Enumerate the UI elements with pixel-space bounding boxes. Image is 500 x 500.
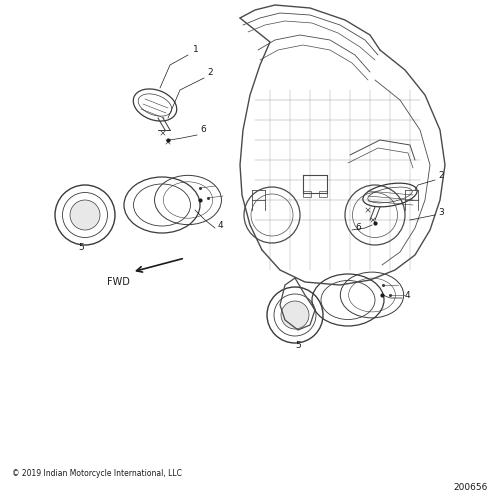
Text: 6: 6 [200, 125, 206, 134]
Text: © 2019 Indian Motorcycle International, LLC: © 2019 Indian Motorcycle International, … [12, 469, 182, 478]
Text: 4: 4 [218, 221, 224, 230]
Bar [303, 191, 311, 197]
Circle shape [70, 200, 100, 230]
Bar [319, 191, 327, 197]
Text: FWD: FWD [107, 277, 130, 287]
Circle shape [281, 301, 309, 329]
Text: 4: 4 [405, 291, 410, 300]
Text: 2: 2 [438, 171, 444, 180]
Text: 6: 6 [355, 223, 361, 232]
Text: 1: 1 [193, 45, 199, 54]
Text: 3: 3 [438, 208, 444, 217]
Text: 5: 5 [295, 341, 301, 350]
Text: 2: 2 [207, 68, 212, 77]
Text: 200656: 200656 [454, 483, 488, 492]
Text: 5: 5 [78, 243, 84, 252]
